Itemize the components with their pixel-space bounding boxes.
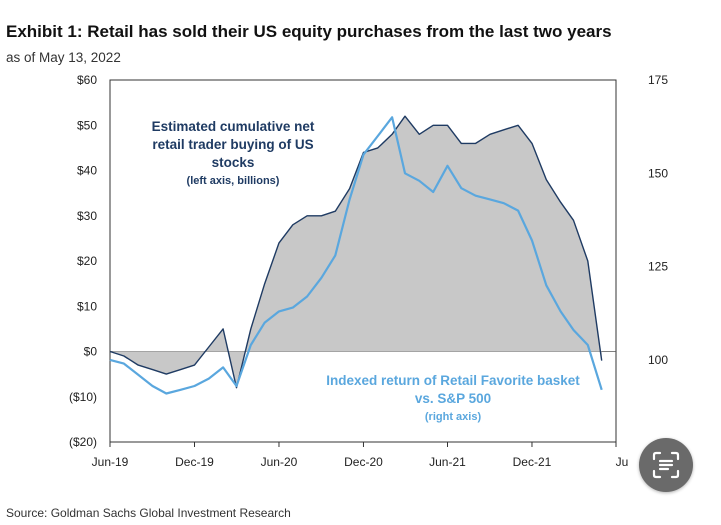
right-axis: 175 150 125 100	[648, 73, 668, 367]
retail-favorite-label-3: (right axis)	[425, 411, 482, 423]
x-axis: Jun-19 Dec-19 Jun-20 Dec-20 Jun-21 Dec-21 Ju	[92, 442, 629, 469]
left-tick-label: $20	[77, 254, 97, 268]
left-tick-label: $50	[77, 118, 97, 132]
x-tick-label: Dec-19	[175, 455, 214, 469]
right-tick-label: 175	[648, 73, 668, 87]
retail-favorite-label-1: Indexed return of Retail Favorite basket	[326, 373, 580, 388]
left-tick-label: ($10)	[69, 390, 97, 404]
net-buying-area	[110, 116, 602, 388]
x-tick-label: Jun-21	[429, 455, 466, 469]
x-tick-label: Ju	[616, 455, 629, 469]
x-tick-label: Dec-20	[344, 455, 383, 469]
left-axis: $60 $50 $40 $30 $20 $10 $0 ($10) ($20)	[69, 73, 97, 449]
net-buying-label-3: stocks	[212, 155, 255, 170]
left-tick-label: $10	[77, 299, 97, 313]
left-tick-label: $30	[77, 209, 97, 223]
retail-favorite-label-2: vs. S&P 500	[415, 391, 491, 406]
series-layer	[109, 115, 603, 395]
right-tick-label: 125	[648, 260, 668, 274]
scan-text-button[interactable]	[639, 438, 693, 492]
left-tick-label: ($20)	[69, 435, 97, 449]
right-tick-label: 100	[648, 353, 668, 367]
x-tick-label: Jun-20	[261, 455, 298, 469]
annotations: Estimated cumulative net retail trader b…	[152, 119, 581, 423]
retail-favorite-line	[109, 116, 603, 395]
net-buying-label-4: (left axis, billions)	[187, 175, 280, 187]
net-buying-label-1: Estimated cumulative net	[152, 119, 315, 134]
left-tick-label: $60	[77, 73, 97, 87]
left-tick-label: $40	[77, 164, 97, 178]
net-buying-line	[109, 115, 603, 389]
scan-text-icon	[652, 451, 680, 479]
right-tick-label: 150	[648, 166, 668, 180]
x-tick-label: Jun-19	[92, 455, 129, 469]
net-buying-label-2: retail trader buying of US	[152, 137, 313, 152]
chart-title: Exhibit 1: Retail has sold their US equi…	[6, 22, 612, 41]
source-note: Source: Goldman Sachs Global Investment …	[6, 506, 291, 520]
chart-subtitle: as of May 13, 2022	[6, 50, 121, 65]
x-tick-label: Dec-21	[513, 455, 552, 469]
left-tick-label: $0	[84, 345, 98, 359]
